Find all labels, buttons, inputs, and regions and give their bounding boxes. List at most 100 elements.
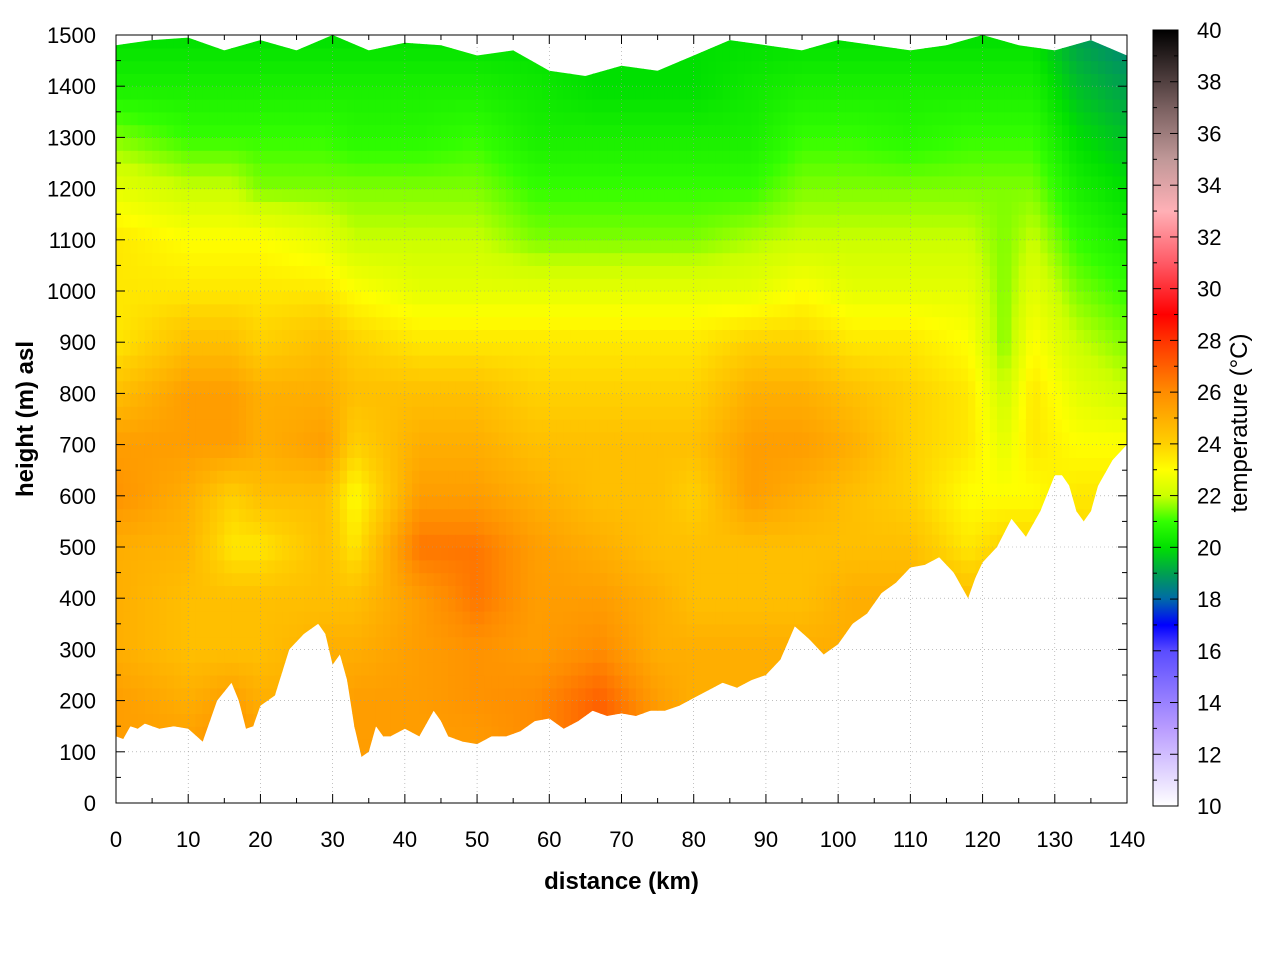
temperature-cell: [477, 265, 485, 279]
temperature-cell: [621, 700, 630, 714]
temperature-cell: [375, 675, 384, 689]
temperature-cell: [498, 239, 507, 254]
temperature-cell: [643, 675, 651, 689]
temperature-cell: [361, 111, 370, 126]
temperature-cell: [679, 124, 688, 138]
temperature-cell: [592, 508, 601, 522]
temperature-cell: [253, 278, 262, 292]
temperature-cell: [347, 73, 355, 87]
temperature-cell: [599, 470, 608, 484]
temperature-cell: [679, 201, 688, 215]
temperature-cell: [513, 303, 521, 318]
temperature-cell: [332, 137, 341, 151]
temperature-cell: [592, 35, 601, 49]
temperature-cell: [347, 521, 355, 535]
temperature-cell: [332, 419, 341, 433]
temperature-cell: [166, 86, 175, 100]
temperature-cell: [477, 291, 485, 305]
temperature-cell: [570, 201, 579, 215]
temperature-cell: [477, 137, 485, 151]
temperature-cell: [274, 278, 283, 292]
temperature-cell: [708, 470, 716, 484]
temperature-cell: [534, 214, 543, 228]
temperature-cell: [224, 431, 233, 446]
temperature-cell: [116, 726, 124, 740]
temperature-cell: [592, 316, 601, 330]
temperature-cell: [462, 86, 471, 100]
temperature-cell: [116, 611, 124, 625]
temperature-cell: [209, 611, 218, 625]
temperature-cell: [585, 355, 594, 369]
temperature-cell: [607, 150, 615, 164]
temperature-cell: [274, 35, 283, 49]
temperature-cell: [325, 777, 333, 790]
temperature-cell: [195, 431, 204, 446]
temperature-cell: [679, 175, 688, 190]
temperature-cell: [426, 521, 435, 535]
temperature-cell: [210, 777, 218, 790]
temperature-cell: [477, 636, 485, 650]
temperature-cell: [412, 47, 420, 62]
temperature-cell: [383, 86, 392, 100]
temperature-cell: [260, 547, 269, 561]
temperature-cell: [520, 585, 529, 599]
temperature-cell: [375, 585, 384, 599]
temperature-cell: [282, 316, 290, 330]
temperature-cell: [209, 380, 218, 394]
temperature-cell: [332, 585, 341, 599]
temperature-cell: [332, 201, 341, 215]
temperature-cell: [339, 86, 348, 100]
temperature-cell: [375, 265, 384, 279]
temperature-cell: [267, 559, 276, 574]
temperature-cell: [130, 303, 139, 318]
temperature-cell: [426, 291, 435, 305]
temperature-cell: [469, 726, 478, 740]
temperature-cell: [549, 124, 558, 138]
temperature-cell: [542, 316, 550, 330]
temperature-cell: [383, 534, 392, 548]
temperature-cell: [166, 649, 175, 663]
temperature-cell: [549, 214, 558, 228]
temperature-cell: [238, 150, 247, 164]
temperature-cell: [505, 611, 514, 625]
temperature-cell: [347, 751, 355, 757]
temperature-cell: [231, 611, 240, 625]
temperature-cell: [585, 201, 594, 215]
temperature-cell: [592, 495, 601, 510]
temperature-cell: [462, 393, 471, 407]
temperature-cell: [534, 393, 543, 407]
temperature-cell: [614, 739, 623, 753]
temperature-cell: [629, 790, 637, 803]
temperature-cell: [310, 739, 319, 753]
temperature-cell: [404, 367, 413, 382]
temperature-cell: [513, 188, 521, 202]
temperature-cell: [325, 611, 334, 625]
temperature-cell: [289, 342, 298, 356]
temperature-cell: [282, 457, 290, 471]
temperature-cell: [578, 598, 586, 612]
temperature-cell: [404, 355, 413, 369]
temperature-cell: [542, 777, 550, 790]
temperature-cell: [159, 214, 168, 228]
temperature-cell: [397, 150, 406, 164]
temperature-cell: [455, 355, 464, 369]
temperature-cell: [556, 201, 565, 215]
temperature-cell: [527, 60, 536, 74]
temperature-cell: [628, 751, 637, 757]
temperature-cell: [563, 175, 572, 190]
temperature-cell: [534, 534, 543, 548]
temperature-cell: [347, 111, 355, 126]
temperature-cell: [310, 303, 319, 318]
temperature-cell: [542, 585, 550, 599]
temperature-cell: [188, 777, 196, 790]
temperature-cell: [195, 406, 204, 420]
temperature-cell: [282, 175, 290, 190]
temperature-cell: [542, 355, 550, 369]
temperature-cell: [426, 73, 435, 87]
temperature-cell: [180, 355, 189, 369]
temperature-cell: [245, 572, 254, 586]
temperature-cell: [635, 611, 644, 625]
temperature-cell: [693, 649, 702, 663]
temperature-cell: [679, 214, 688, 228]
temperature-cell: [672, 47, 680, 62]
